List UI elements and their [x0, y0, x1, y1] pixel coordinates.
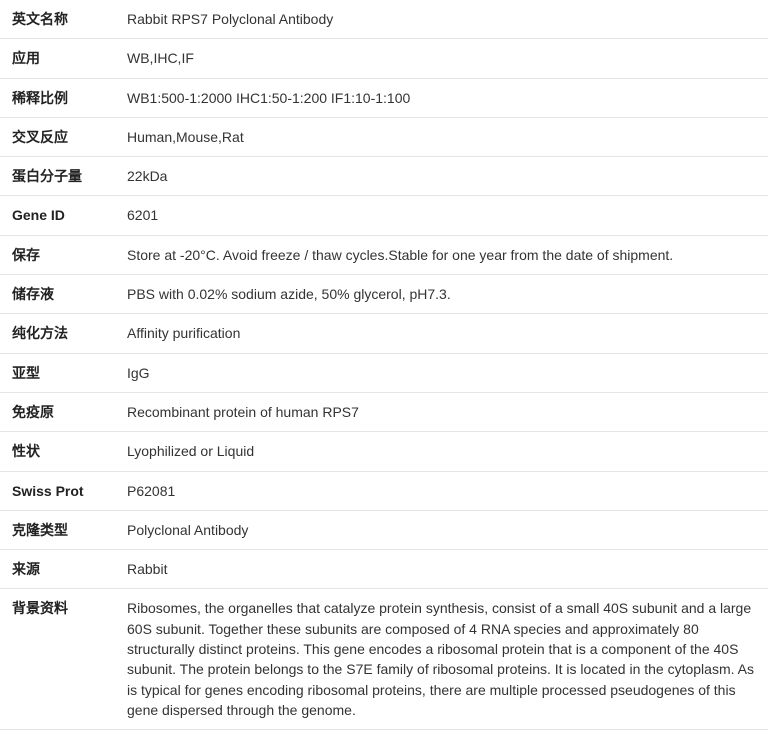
table-row: 免疫原 Recombinant protein of human RPS7 [0, 392, 768, 431]
row-label: 交叉反应 [0, 117, 115, 156]
specification-table: 英文名称 Rabbit RPS7 Polyclonal Antibody 应用 … [0, 0, 768, 730]
table-row: Gene ID 6201 [0, 196, 768, 235]
table-row: 保存 Store at -20°C. Avoid freeze / thaw c… [0, 235, 768, 274]
table-row: 背景资料 Ribosomes, the organelles that cata… [0, 589, 768, 730]
row-value: Rabbit [115, 550, 768, 589]
row-label: 储存液 [0, 275, 115, 314]
row-value: 22kDa [115, 157, 768, 196]
table-row: 来源 Rabbit [0, 550, 768, 589]
table-row: 纯化方法 Affinity purification [0, 314, 768, 353]
table-row: 克隆类型 Polyclonal Antibody [0, 510, 768, 549]
row-value: Store at -20°C. Avoid freeze / thaw cycl… [115, 235, 768, 274]
row-value: Affinity purification [115, 314, 768, 353]
row-value: Lyophilized or Liquid [115, 432, 768, 471]
row-label: Swiss Prot [0, 471, 115, 510]
row-label: 保存 [0, 235, 115, 274]
table-row: 储存液 PBS with 0.02% sodium azide, 50% gly… [0, 275, 768, 314]
row-value: PBS with 0.02% sodium azide, 50% glycero… [115, 275, 768, 314]
row-label: 免疫原 [0, 392, 115, 431]
row-label: 纯化方法 [0, 314, 115, 353]
row-value: WB,IHC,IF [115, 39, 768, 78]
row-label: 来源 [0, 550, 115, 589]
row-label: 性状 [0, 432, 115, 471]
table-row: 亚型 IgG [0, 353, 768, 392]
table-row: 蛋白分子量 22kDa [0, 157, 768, 196]
row-label: 克隆类型 [0, 510, 115, 549]
row-value: Recombinant protein of human RPS7 [115, 392, 768, 431]
table-row: 英文名称 Rabbit RPS7 Polyclonal Antibody [0, 0, 768, 39]
table-row: Swiss Prot P62081 [0, 471, 768, 510]
row-value: P62081 [115, 471, 768, 510]
row-label: 背景资料 [0, 589, 115, 730]
row-value: WB1:500-1:2000 IHC1:50-1:200 IF1:10-1:10… [115, 78, 768, 117]
row-label: 应用 [0, 39, 115, 78]
row-value: Ribosomes, the organelles that catalyze … [115, 589, 768, 730]
row-label: Gene ID [0, 196, 115, 235]
table-row: 性状 Lyophilized or Liquid [0, 432, 768, 471]
row-label: 英文名称 [0, 0, 115, 39]
table-row: 应用 WB,IHC,IF [0, 39, 768, 78]
row-label: 稀释比例 [0, 78, 115, 117]
row-value: Rabbit RPS7 Polyclonal Antibody [115, 0, 768, 39]
row-value: Polyclonal Antibody [115, 510, 768, 549]
row-label: 亚型 [0, 353, 115, 392]
table-row: 交叉反应 Human,Mouse,Rat [0, 117, 768, 156]
row-value: Human,Mouse,Rat [115, 117, 768, 156]
table-row: 稀释比例 WB1:500-1:2000 IHC1:50-1:200 IF1:10… [0, 78, 768, 117]
row-value: 6201 [115, 196, 768, 235]
row-value: IgG [115, 353, 768, 392]
row-label: 蛋白分子量 [0, 157, 115, 196]
specification-tbody: 英文名称 Rabbit RPS7 Polyclonal Antibody 应用 … [0, 0, 768, 730]
